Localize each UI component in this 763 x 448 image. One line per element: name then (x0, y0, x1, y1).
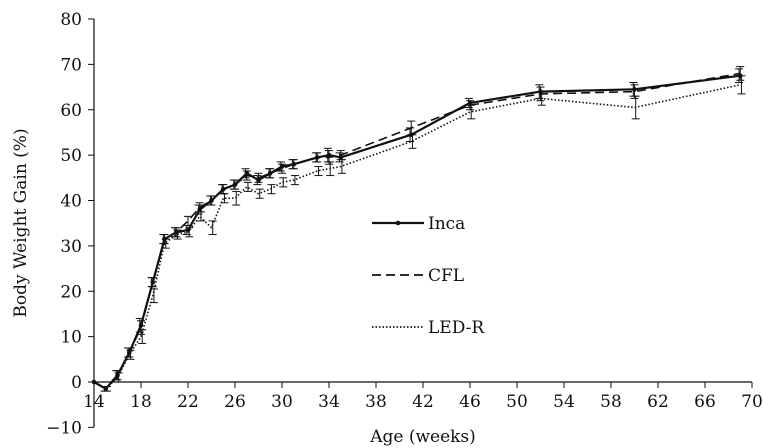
data-point (338, 155, 343, 160)
y-tick-label: 70 (60, 55, 82, 75)
data-point (103, 387, 108, 392)
error-bars (101, 67, 746, 391)
y-tick-label: −10 (46, 418, 82, 438)
legend-label-led-r: LED-R (428, 318, 485, 338)
x-tick-label: 66 (694, 392, 716, 412)
x-tick-label: 26 (224, 392, 246, 412)
data-point (291, 162, 296, 167)
legend-label-inca: Inca (428, 214, 465, 234)
data-point (256, 178, 261, 183)
x-axis-title: Age (weeks) (369, 427, 476, 447)
x-tick-label: 50 (506, 392, 528, 412)
data-point (409, 132, 414, 137)
series-lines (94, 73, 740, 388)
data-point (197, 207, 202, 212)
legend: Inca CFL LED-R (372, 214, 485, 338)
x-tick-label: 70 (741, 392, 763, 412)
data-point (738, 73, 743, 78)
series-line-inca (94, 76, 740, 389)
series-line-cfl (94, 73, 740, 388)
data-point (468, 101, 473, 106)
data-point (92, 380, 97, 385)
x-tick-label: 30 (271, 392, 293, 412)
x-tick-label: 42 (412, 392, 434, 412)
data-point (174, 230, 179, 235)
y-tick-label: 50 (60, 146, 82, 166)
x-ticks: 14 18 22 26 30 34 38 42 46 50 54 58 62 66 70 (83, 382, 763, 412)
data-point (115, 373, 120, 378)
legend-label-cfl: CFL (428, 266, 464, 286)
data-point (127, 350, 132, 355)
x-tick-label: 46 (459, 392, 481, 412)
data-point (327, 153, 332, 158)
y-axis-title: Body Weight Gain (%) (11, 128, 31, 317)
y-tick-label: 60 (60, 101, 82, 121)
legend-marker-inca (396, 221, 401, 226)
y-tick-label: 80 (60, 10, 82, 30)
x-tick-label: 14 (83, 392, 105, 412)
x-tick-label: 58 (600, 392, 622, 412)
y-ticks: −10 0 10 20 30 40 50 60 70 80 (46, 10, 94, 438)
y-tick-label: 40 (60, 192, 82, 212)
x-tick-label: 38 (365, 392, 387, 412)
data-point (538, 89, 543, 94)
x-tick-label: 62 (647, 392, 669, 412)
x-tick-label: 54 (553, 392, 575, 412)
data-point (162, 237, 167, 242)
data-point (209, 198, 214, 203)
y-tick-label: 30 (60, 237, 82, 257)
x-tick-label: 22 (177, 392, 199, 412)
data-point (632, 87, 637, 92)
data-point (268, 171, 273, 176)
data-point (139, 323, 144, 328)
data-point (280, 164, 285, 169)
y-tick-label: 20 (60, 282, 82, 302)
data-point (233, 182, 238, 187)
y-tick-label: 0 (71, 373, 82, 393)
data-point (244, 171, 249, 176)
x-tick-label: 18 (130, 392, 152, 412)
data-point (221, 187, 226, 192)
data-point (150, 280, 155, 285)
data-point (186, 228, 191, 233)
x-tick-label: 34 (318, 392, 340, 412)
y-tick-label: 10 (60, 328, 82, 348)
data-point (315, 155, 320, 160)
